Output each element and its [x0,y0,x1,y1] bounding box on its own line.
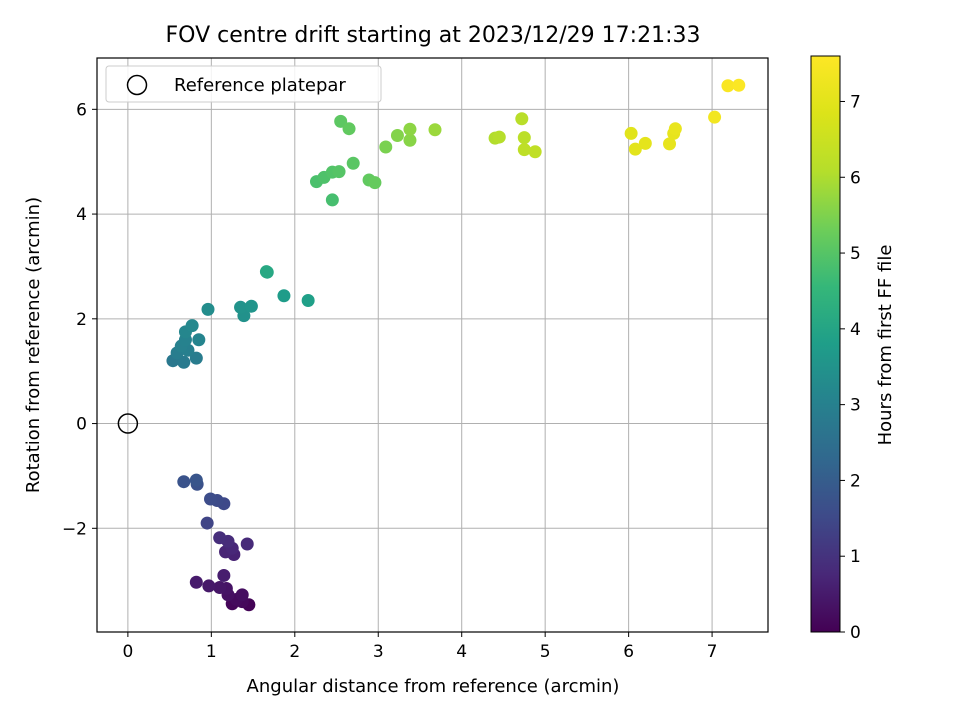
y-tick-label: 2 [76,310,87,330]
y-tick-label: 4 [76,205,87,225]
x-tick-label: 2 [289,642,300,662]
x-tick-label: 5 [540,642,551,662]
data-point [244,299,258,313]
colorbar-tick-label: 3 [850,396,861,416]
data-point [177,355,191,369]
colorbar-tick-label: 7 [850,92,861,112]
data-point [368,176,382,190]
data-point [721,79,735,93]
data-points [117,78,746,612]
data-point [235,588,249,602]
x-tick-label: 4 [456,642,467,662]
data-point [204,492,218,506]
colorbar-tick-label: 0 [850,623,861,643]
data-point [663,137,677,151]
data-point [189,473,203,487]
reference-platepar-marker [117,413,139,434]
x-axis-ticks: 0 1 2 3 4 5 6 7 [122,632,717,662]
legend-entry-reference: Reference platepar [174,75,346,96]
y-axis-label: Rotation from reference (arcmin) [23,197,44,493]
legend-box [105,65,382,103]
data-point [428,123,442,137]
data-point [202,579,216,593]
y-axis-ticks: −2 0 2 4 6 [62,100,97,539]
data-point [277,289,291,303]
grid-lines [97,58,768,632]
colorbar-tick-label: 4 [850,320,861,340]
legend: Reference platepar [105,65,382,103]
data-point [192,333,206,347]
data-point [403,133,417,147]
y-tick-label: 6 [76,100,87,120]
data-point [517,131,531,145]
y-tick-label: −2 [62,519,87,539]
data-point [177,475,191,489]
x-tick-label: 3 [373,642,384,662]
colorbar-label: Hours from first FF file [875,245,896,446]
x-axis-label: Angular distance from reference (arcmin) [247,676,620,697]
data-point [325,193,339,207]
data-point [346,156,360,170]
y-tick-label: 0 [76,415,87,435]
colorbar: 0 1 2 3 4 5 6 7 Hours from first FF file [810,55,896,643]
data-point [492,130,506,144]
data-point [201,302,215,316]
data-point [668,122,682,136]
x-tick-label: 1 [206,642,217,662]
data-point [189,351,203,365]
colorbar-gradient [810,55,841,633]
legend-marker-icon [126,74,148,96]
data-point [517,143,531,157]
x-tick-label: 0 [122,642,133,662]
data-point [515,112,529,126]
data-point [638,136,652,150]
chart-title: FOV centre drift starting at 2023/12/29 … [166,23,701,48]
data-point [240,537,254,551]
plot-frame [96,57,769,633]
colorbar-tick-label: 6 [850,168,861,188]
data-point [234,300,248,314]
data-point [189,575,203,589]
colorbar-ticks: 0 1 2 3 4 5 6 7 [840,92,861,643]
data-point [528,145,542,159]
data-point [732,78,746,92]
data-point [342,122,356,136]
colorbar-tick-label: 1 [850,547,861,567]
data-point [379,140,393,154]
data-point [624,126,638,140]
data-point [213,580,227,594]
data-point [213,531,227,545]
data-point [259,265,273,279]
data-point [334,114,348,128]
data-point [217,568,231,582]
data-point [301,293,315,307]
data-point [185,319,199,333]
x-tick-label: 7 [707,642,718,662]
data-point [708,110,722,124]
data-point [332,165,346,179]
x-tick-label: 6 [623,642,634,662]
data-point [200,516,214,530]
colorbar-tick-label: 5 [850,244,861,264]
data-point [403,122,417,136]
colorbar-tick-label: 2 [850,471,861,491]
data-point [628,142,642,156]
data-point [390,129,404,143]
